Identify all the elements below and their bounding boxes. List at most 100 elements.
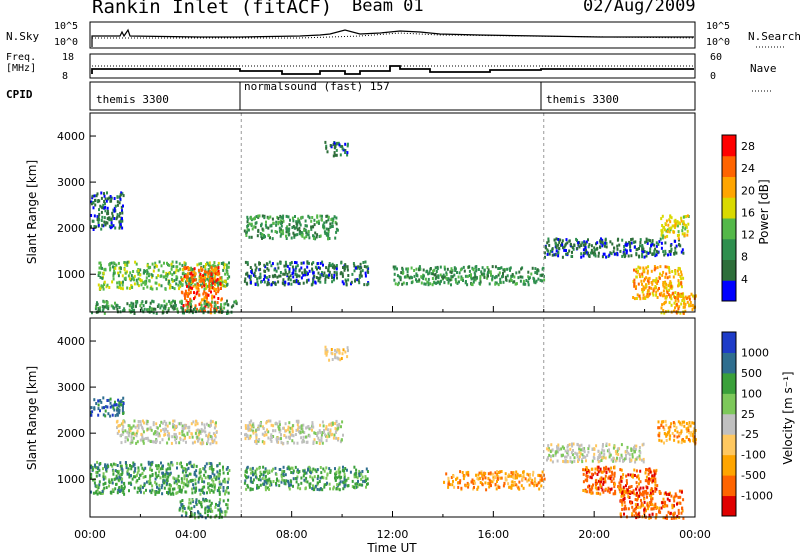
heatmap-cell — [330, 218, 333, 222]
heatmap-cell — [257, 478, 260, 482]
heatmap-cell — [244, 277, 247, 281]
heatmap-cell — [622, 485, 625, 489]
heatmap-cell — [641, 290, 644, 294]
heatmap-cell — [317, 271, 320, 275]
heatmap-cell — [181, 291, 184, 295]
heatmap-cell — [320, 471, 323, 475]
heatmap-cell — [553, 253, 556, 257]
heatmap-cell — [152, 269, 155, 273]
heatmap-cell — [260, 472, 263, 476]
heatmap-cell — [157, 268, 160, 272]
heatmap-cell — [128, 489, 130, 493]
heatmap-cell — [344, 151, 347, 154]
heatmap-cell — [445, 273, 448, 276]
heatmap-cell — [300, 436, 303, 440]
heatmap-cell — [220, 297, 223, 301]
heatmap-cell — [335, 222, 338, 226]
heatmap-cell — [313, 438, 316, 442]
heatmap-cell — [251, 466, 254, 470]
heatmap-cell — [176, 491, 179, 495]
heatmap-cell — [127, 260, 130, 264]
heatmap-cell — [682, 311, 685, 315]
heatmap-cell — [291, 426, 294, 430]
heatmap-cell — [114, 226, 117, 230]
heatmap-cell — [254, 225, 257, 229]
heatmap-cell — [497, 267, 500, 270]
heatmap-cell — [358, 474, 361, 478]
heatmap-cell — [685, 225, 688, 229]
heatmap-cell — [582, 248, 585, 252]
heatmap-cell — [537, 481, 540, 485]
heatmap-cell — [113, 306, 116, 310]
heatmap-cell — [338, 475, 341, 478]
heatmap-cell — [670, 216, 673, 220]
heatmap-cell — [622, 487, 625, 491]
heatmap-cell — [657, 433, 660, 437]
heatmap-cell — [292, 219, 295, 223]
heatmap-cell — [449, 483, 452, 487]
heatmap-cell — [302, 435, 305, 439]
heatmap-cell — [289, 479, 292, 483]
heatmap-cell — [183, 433, 186, 437]
heatmap-cell — [290, 466, 293, 470]
heatmap-cell — [597, 479, 600, 483]
heatmap-cell — [446, 267, 449, 271]
heatmap-cell — [193, 505, 196, 509]
heatmap-cell — [597, 460, 600, 464]
heatmap-cell — [640, 279, 643, 283]
heatmap-cell — [363, 283, 366, 287]
heatmap-cell — [213, 473, 216, 477]
heatmap-cell — [268, 260, 271, 264]
heatmap-cell — [191, 478, 194, 482]
heatmap-cell — [552, 454, 555, 458]
heatmap-cell — [487, 268, 490, 272]
heatmap-cell — [168, 263, 171, 267]
heatmap-cell — [263, 274, 266, 278]
heatmap-cell — [547, 444, 550, 448]
heatmap-cell — [123, 487, 126, 490]
heatmap-cell — [631, 514, 634, 518]
heatmap-cell — [104, 202, 106, 206]
heatmap-cell — [636, 503, 639, 507]
heatmap-cell — [667, 431, 669, 435]
heatmap-cell — [295, 480, 298, 484]
heatmap-cell — [435, 281, 438, 285]
heatmap-cell — [259, 424, 262, 428]
heatmap-cell — [292, 477, 295, 481]
heatmap-cell — [197, 268, 200, 272]
heatmap-cell — [636, 475, 638, 479]
heatmap-cell — [653, 243, 656, 247]
heatmap-cell — [97, 283, 100, 287]
heatmap-cell — [612, 492, 615, 496]
heatmap-cell — [181, 283, 184, 287]
heatmap-cell — [586, 474, 589, 478]
heatmap-cell — [532, 276, 535, 280]
heatmap-cell — [636, 498, 639, 502]
heatmap-cell — [328, 237, 331, 240]
heatmap-cell — [202, 292, 205, 296]
y-tick-label: 3000 — [57, 176, 85, 189]
heatmap-cell — [201, 442, 204, 446]
heatmap-cell — [557, 443, 560, 447]
heatmap-cell — [480, 472, 483, 476]
heatmap-cell — [146, 270, 149, 274]
heatmap-cell — [104, 223, 107, 227]
heatmap-cell — [624, 450, 627, 454]
heatmap-cell — [514, 473, 517, 477]
heatmap-cell — [610, 475, 612, 479]
heatmap-cell — [298, 470, 301, 473]
heatmap-cell — [393, 278, 396, 282]
heatmap-cell — [487, 274, 489, 278]
heatmap-cell — [192, 483, 195, 487]
heatmap-cell — [183, 426, 186, 430]
heatmap-cell — [366, 269, 369, 273]
heatmap-cell — [521, 477, 524, 481]
heatmap-cell — [193, 463, 196, 467]
heatmap-cell — [187, 426, 190, 430]
heatmap-cell — [281, 478, 284, 482]
heatmap-cell — [488, 485, 491, 489]
cpid-label: CPID — [6, 88, 33, 101]
heatmap-cell — [204, 511, 207, 515]
heatmap-cell — [213, 485, 216, 489]
heatmap-cell — [622, 498, 625, 501]
